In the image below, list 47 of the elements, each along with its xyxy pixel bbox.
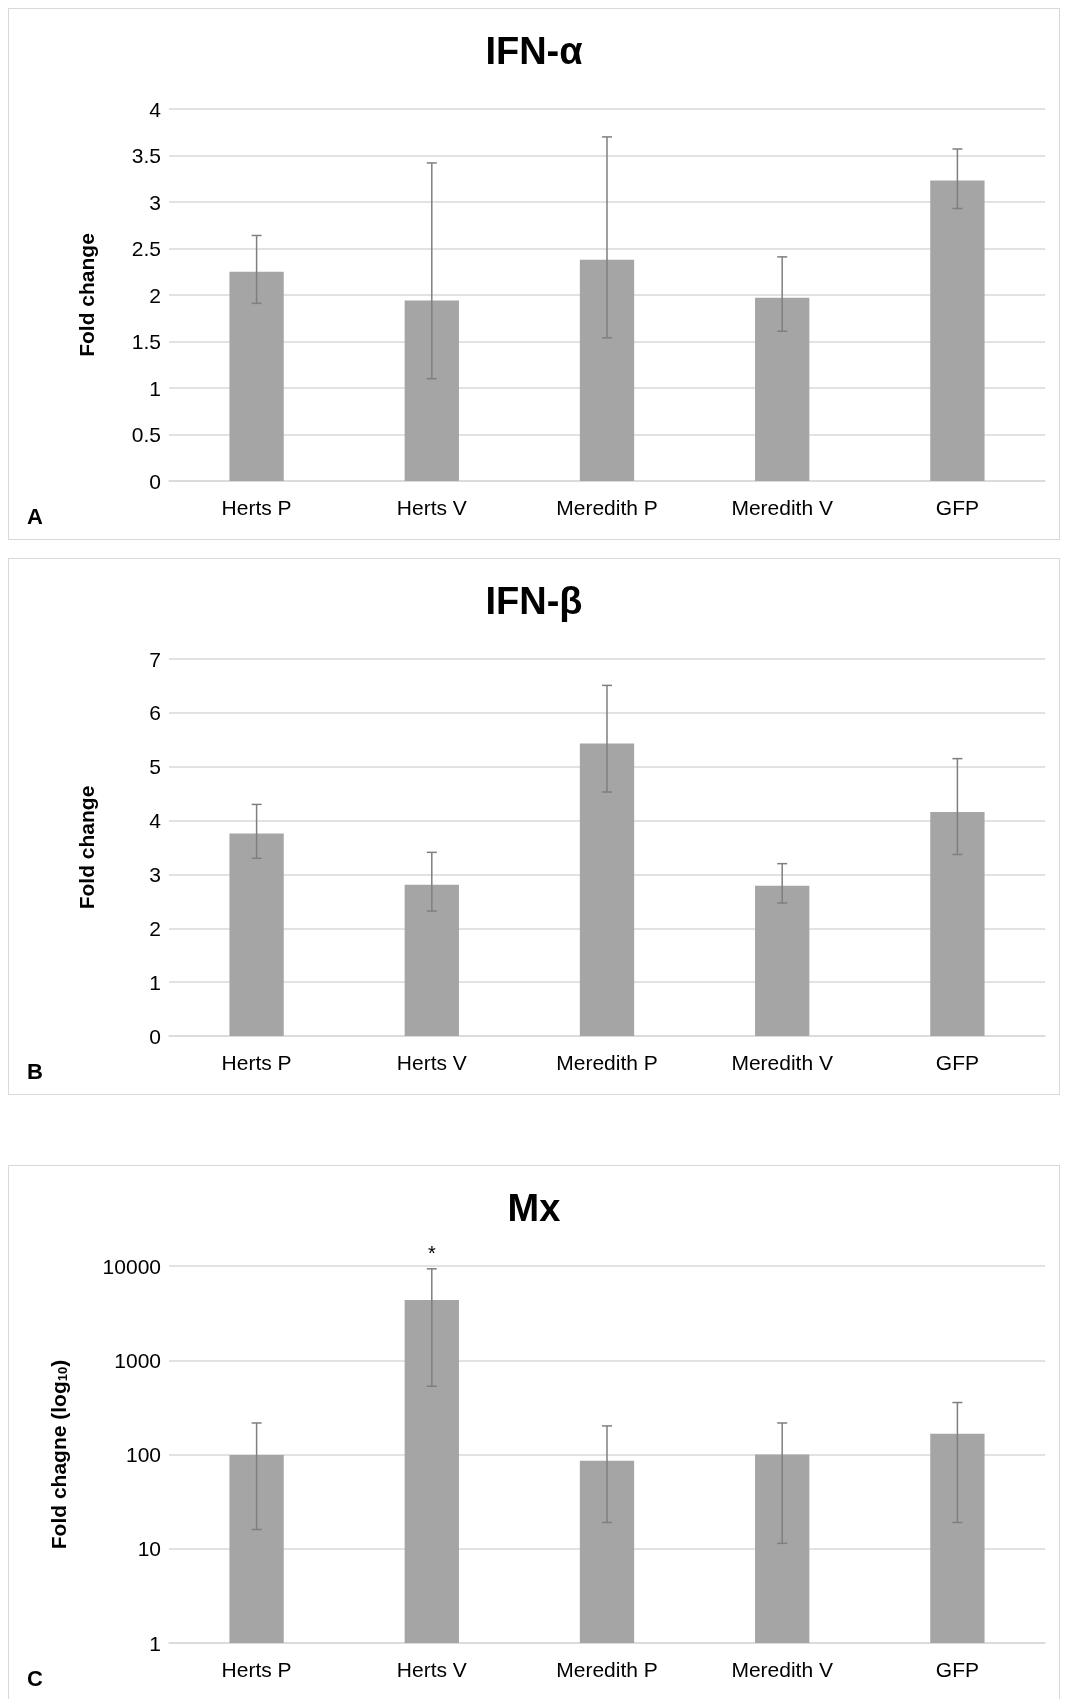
x-tick-label: GFP <box>935 1658 979 1681</box>
chart-title: IFN-α <box>485 30 583 72</box>
x-tick-label: Herts V <box>396 496 467 519</box>
y-tick-label: 3 <box>149 862 161 886</box>
chart-title: IFN-β <box>485 580 583 622</box>
y-axis-title: Fold change <box>75 785 98 910</box>
annotation: * <box>427 1241 436 1264</box>
y-tick-label: 1 <box>149 970 161 994</box>
y-tick-label: 1 <box>149 376 161 400</box>
y-tick-label: 6 <box>149 701 161 725</box>
y-tick-label: 4 <box>149 809 162 833</box>
y-tick-label: 5 <box>149 755 161 779</box>
text: A <box>27 503 43 529</box>
chart-title: Mx <box>507 1187 561 1229</box>
y-tick-label: 1.5 <box>131 330 161 353</box>
y-axis-title: Fold chagne (log10) <box>47 1359 70 1550</box>
x-tick-label: Meredith V <box>731 1658 833 1681</box>
y-tick-label: 10000 <box>102 1254 161 1278</box>
x-tick-label: Herts P <box>221 1051 292 1074</box>
x-tick-label: GFP <box>935 496 979 519</box>
y-tick-label: 7 <box>149 647 161 671</box>
text: C <box>27 1665 43 1691</box>
y-tick-label: 2 <box>149 916 161 940</box>
x-tick-label: Meredith P <box>556 496 658 519</box>
x-tick-label: Meredith P <box>556 1051 658 1074</box>
y-tick-label: 0 <box>149 1024 161 1048</box>
x-tick-label: GFP <box>935 1051 979 1074</box>
y-tick-label: 100 <box>125 1443 161 1466</box>
y-tick-label: 10 <box>137 1537 161 1561</box>
x-tick-label: Meredith P <box>556 1658 658 1681</box>
x-tick-label: Herts V <box>396 1658 467 1681</box>
x-tick-label: Herts P <box>221 1658 292 1681</box>
x-tick-label: Meredith V <box>731 496 833 519</box>
y-tick-label: 2 <box>149 283 161 307</box>
y-tick-label: 3.5 <box>131 144 161 167</box>
y-tick-label: 0.5 <box>131 423 161 446</box>
y-tick-label: 4 <box>149 97 162 121</box>
y-tick-label: 0 <box>149 469 161 493</box>
y-tick-label: 3 <box>149 190 161 214</box>
x-tick-label: Meredith V <box>731 1051 833 1074</box>
y-tick-label: 1 <box>149 1631 161 1655</box>
text: B <box>27 1058 43 1084</box>
y-tick-label: 2.5 <box>131 237 161 260</box>
y-tick-label: 1000 <box>114 1348 161 1372</box>
y-axis-title: Fold change <box>75 233 98 357</box>
x-tick-label: Herts P <box>221 496 292 519</box>
x-tick-label: Herts V <box>396 1051 467 1074</box>
